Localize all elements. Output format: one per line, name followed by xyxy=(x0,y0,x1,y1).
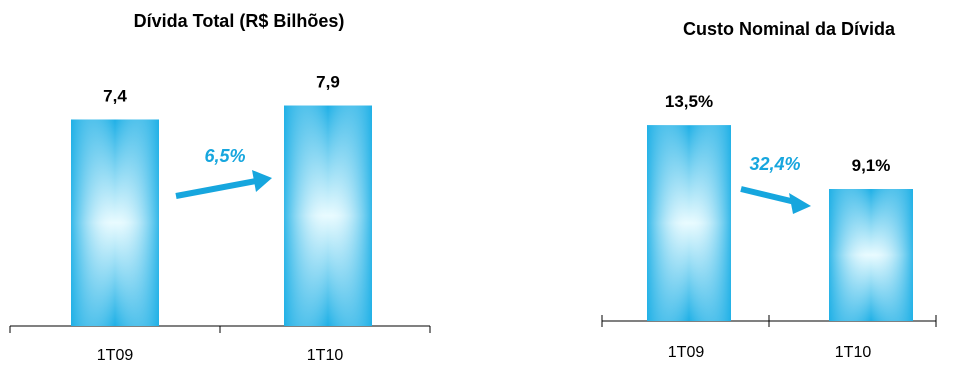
bar-1t10-sheen xyxy=(284,105,372,326)
growth-arrow-down xyxy=(740,186,811,214)
value-label: 9,1% xyxy=(852,156,891,175)
growth-label: 32,4% xyxy=(749,154,800,174)
bar-1t10-sheen xyxy=(829,189,913,321)
chart-title: Custo Nominal da Dívida xyxy=(683,19,896,39)
chart-divida-total: Dívida Total (R$ Bilhões) 7,4 7,9 1T09 1… xyxy=(9,11,431,364)
category-label-1t10: 1T10 xyxy=(307,347,344,364)
value-label: 7,9 xyxy=(316,73,340,92)
chart-title: Dívida Total (R$ Bilhões) xyxy=(134,11,345,31)
chart-custo-nominal: Custo Nominal da Dívida 13,5% 9,1% 1T09 … xyxy=(601,19,937,361)
category-label-1t09: 1T09 xyxy=(97,347,134,364)
growth-arrow-up xyxy=(175,170,272,199)
bar-1t09-sheen xyxy=(71,119,159,326)
growth-label: 6,5% xyxy=(204,146,245,166)
category-label-1t10: 1T10 xyxy=(835,344,872,361)
bar-1t09-sheen xyxy=(647,125,731,321)
value-label: 7,4 xyxy=(103,86,127,105)
value-label: 13,5% xyxy=(665,92,713,111)
category-label-1t09: 1T09 xyxy=(668,344,705,361)
